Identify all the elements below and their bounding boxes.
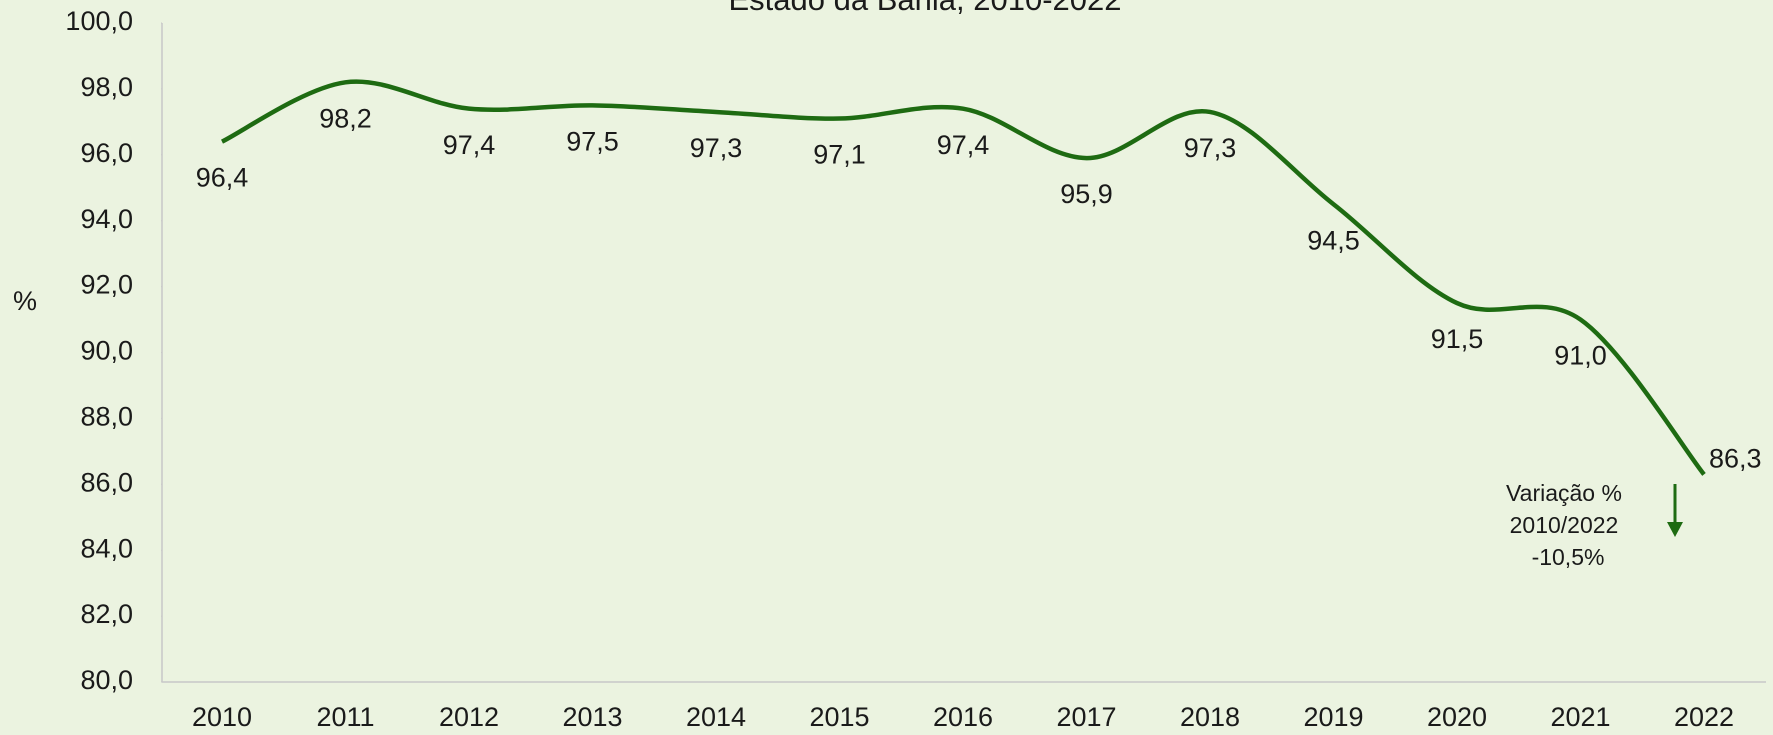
annotation-line: Variação % <box>1506 480 1622 506</box>
y-tick-label: 96,0 <box>80 138 133 168</box>
y-tick-label: 84,0 <box>80 533 133 563</box>
x-tick-label: 2015 <box>809 702 869 732</box>
x-tick-label: 2017 <box>1056 702 1116 732</box>
line-series <box>221 79 1706 476</box>
x-tick-label: 2022 <box>1674 702 1734 732</box>
data-label: 98,2 <box>319 103 372 133</box>
data-label: 94,5 <box>1307 225 1360 255</box>
x-tick-label: 2011 <box>316 702 374 732</box>
annotation-line: -10,5% <box>1532 544 1605 570</box>
y-tick-label: 100,0 <box>65 6 133 36</box>
y-tick-label: 80,0 <box>80 665 133 695</box>
x-tick-label: 2010 <box>192 702 252 732</box>
y-tick-label: 98,0 <box>80 72 133 102</box>
y-tick-label: 92,0 <box>80 270 133 300</box>
data-label: 97,3 <box>1184 133 1237 163</box>
data-label: 97,4 <box>443 130 496 160</box>
chart-title: Estado da Bahia, 2010-2022 <box>729 0 1122 17</box>
data-label: 97,5 <box>566 127 619 157</box>
y-tick-label: 86,0 <box>80 467 133 497</box>
data-label: 91,5 <box>1431 324 1484 354</box>
data-label: 96,4 <box>196 163 249 193</box>
x-tick-label: 2012 <box>439 702 499 732</box>
data-label: 91,0 <box>1554 341 1607 371</box>
y-tick-label: 94,0 <box>80 204 133 234</box>
annotation-line: 2010/2022 <box>1510 512 1619 538</box>
y-tick-label: 82,0 <box>80 599 133 629</box>
y-tick-label: 88,0 <box>80 402 133 432</box>
annotation: Variação % 2010/2022 -10,5% <box>1506 480 1683 570</box>
x-tick-label: 2016 <box>933 702 993 732</box>
data-label: 86,3 <box>1709 444 1762 474</box>
arrow-head <box>1667 522 1683 537</box>
data-label: 97,3 <box>690 133 743 163</box>
data-label: 97,4 <box>937 130 990 160</box>
x-tick-label: 2021 <box>1550 702 1610 732</box>
y-tick-label: 90,0 <box>80 336 133 366</box>
x-tick-label: 2019 <box>1303 702 1363 732</box>
data-label: 95,9 <box>1060 179 1113 209</box>
x-tick-label: 2014 <box>686 702 746 732</box>
data-label: 97,1 <box>813 140 866 170</box>
y-axis-label: % <box>13 286 37 316</box>
x-tick-label: 2020 <box>1427 702 1487 732</box>
x-tick-label: 2013 <box>562 702 622 732</box>
x-tick-label: 2018 <box>1180 702 1240 732</box>
